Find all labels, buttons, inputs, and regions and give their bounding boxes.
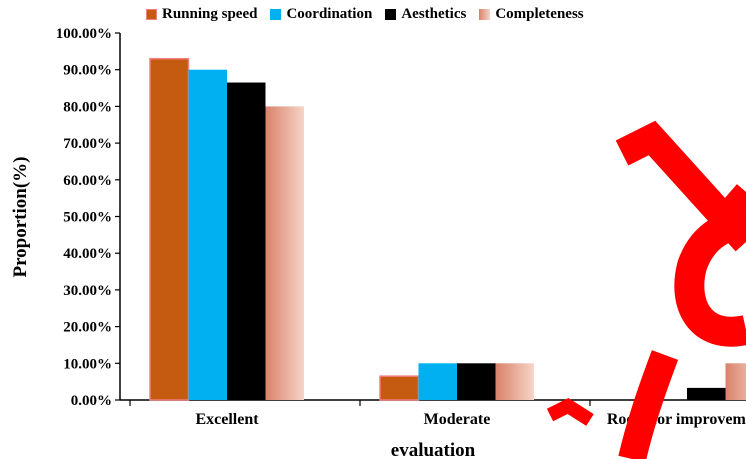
legend-swatch-aesthetics (385, 8, 397, 20)
y-axis-title: Proportion(%) (10, 156, 31, 277)
legend-item-aesthetics: Aesthetics (385, 6, 466, 23)
y-tick-label: 10.00% (63, 356, 112, 372)
legend-swatch-completeness (479, 8, 491, 20)
x-axis-title: evaluation (391, 440, 476, 459)
legend-label-completeness: Completeness (495, 5, 584, 22)
watermark-curve (674, 210, 746, 347)
legend-label-coordination: Coordination (286, 5, 373, 22)
watermark-stroke (615, 120, 746, 252)
y-tick-label: 90.00% (63, 63, 112, 79)
y-tick-label: 50.00% (63, 210, 112, 226)
bar-running-speed-moderate (379, 375, 420, 401)
bar-coordination-moderate (418, 363, 457, 400)
bar-running-speed-excellent (149, 57, 190, 401)
x-category-label: Excellent (195, 411, 259, 428)
y-tick-label: 30.00% (63, 283, 112, 299)
bars-layer (149, 57, 746, 401)
watermark-tail (618, 350, 679, 459)
legend: Running speed Coordination Aesthetics Co… (146, 4, 746, 24)
watermark-small (546, 397, 594, 426)
x-category-label: Moderate (424, 411, 491, 428)
bar-completeness-moderate (495, 363, 534, 400)
watermark-logo (546, 120, 746, 459)
y-tick-label: 80.00% (63, 99, 112, 115)
bar-completeness-room-for-improvement (725, 363, 746, 400)
legend-item-coordination: Coordination (270, 6, 372, 23)
y-tick-label: 70.00% (63, 136, 112, 152)
bar-completeness-excellent (265, 106, 304, 401)
legend-swatch-coordination (270, 8, 282, 20)
watermark-tick (722, 184, 746, 216)
y-tick-label: 20.00% (63, 320, 112, 336)
bar-aesthetics-excellent (227, 82, 266, 401)
bar-aesthetics-room-for-improvement (687, 387, 726, 400)
legend-label-aesthetics: Aesthetics (401, 5, 467, 22)
bar-aesthetics-moderate (457, 363, 496, 400)
y-tick-label: 0.00% (71, 393, 112, 409)
y-tick-label: 100.00% (56, 26, 112, 42)
legend-item-running-speed: Running speed (146, 6, 257, 23)
y-tick-label: 40.00% (63, 246, 112, 262)
legend-label-running-speed: Running speed (162, 5, 258, 22)
y-tick-label: 60.00% (63, 173, 112, 189)
legend-item-completeness: Completeness (479, 5, 584, 23)
legend-swatch-running-speed (146, 8, 157, 20)
bar-coordination-excellent (188, 69, 227, 400)
